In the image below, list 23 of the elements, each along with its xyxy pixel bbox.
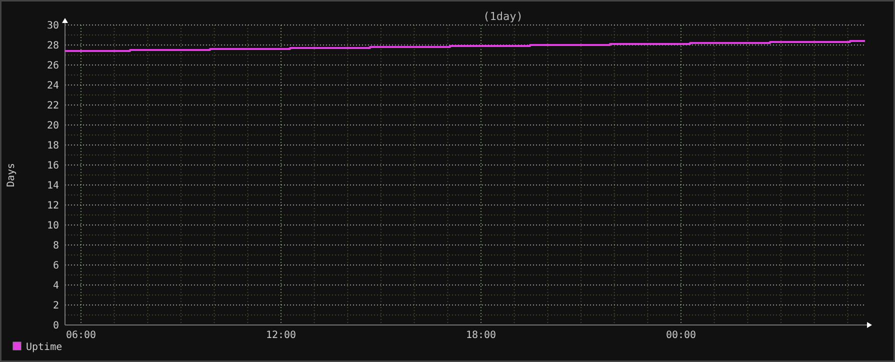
- x-tick-label: 06:00: [66, 330, 96, 341]
- y-tick-label: 4: [52, 280, 59, 292]
- y-tick-label: 30: [46, 20, 59, 32]
- y-axis-title: Days: [6, 162, 17, 188]
- chart-title: (1day): [483, 10, 523, 23]
- y-tick-label: 12: [46, 200, 59, 212]
- y-tick-label: 14: [46, 180, 59, 192]
- y-tick-label: 28: [46, 40, 59, 52]
- x-tick-label: 12:00: [266, 330, 296, 341]
- x-tick-label: 00:00: [666, 330, 696, 341]
- y-tick-label: 8: [52, 240, 59, 252]
- y-tick-label: 22: [46, 100, 59, 112]
- y-tick-label: 10: [46, 220, 59, 232]
- legend-label: Uptime: [26, 342, 62, 353]
- y-tick-label: 20: [46, 120, 59, 132]
- y-tick-label: 16: [46, 160, 59, 172]
- y-tick-label: 18: [46, 140, 59, 152]
- y-tick-label: 6: [52, 260, 59, 272]
- y-tick-label: 2: [52, 300, 59, 312]
- y-tick-label: 0: [52, 320, 59, 332]
- x-tick-label: 18:00: [466, 330, 496, 341]
- y-tick-label: 24: [46, 80, 59, 92]
- y-tick-label: 26: [46, 60, 59, 72]
